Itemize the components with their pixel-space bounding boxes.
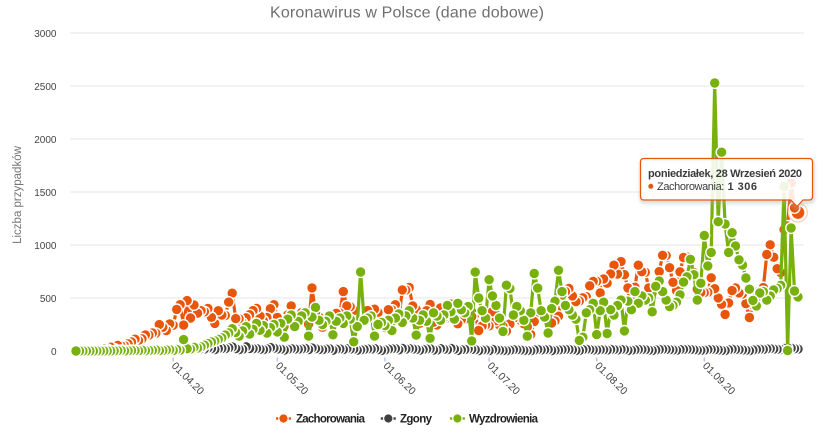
svg-text:Koronawirus w Polsce (dane dob: Koronawirus w Polsce (dane dobowe): [270, 5, 544, 22]
svg-text:Zgony: Zgony: [400, 414, 433, 426]
svg-text:3000: 3000: [34, 29, 57, 40]
svg-text:1500: 1500: [34, 188, 57, 199]
svg-text:500: 500: [40, 294, 57, 305]
svg-text:2000: 2000: [34, 135, 57, 146]
svg-text:0: 0: [51, 347, 57, 358]
svg-text:Zachorowania: Zachorowania: [296, 414, 366, 426]
svg-text:Wyzdrowienia: Wyzdrowienia: [469, 414, 539, 426]
svg-text:Liczba przypadków: Liczba przypadków: [12, 145, 24, 243]
svg-text:Zachorowania:: Zachorowania:: [657, 181, 727, 193]
svg-text:2500: 2500: [34, 82, 57, 93]
svg-text:poniedziałek, 28 Wrzesień 2020: poniedziałek, 28 Wrzesień 2020: [648, 168, 802, 180]
svg-text:1 306: 1 306: [728, 181, 758, 193]
svg-text:1000: 1000: [34, 241, 57, 252]
